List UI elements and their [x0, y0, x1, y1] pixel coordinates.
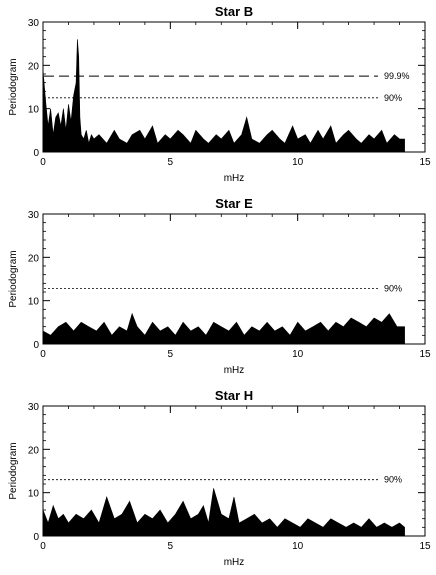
- plot-frame: [42, 21, 426, 153]
- y-tick-label: 20: [28, 253, 40, 264]
- chart-title: Star H: [215, 388, 253, 403]
- x-axis-label: mHz: [224, 557, 245, 568]
- periodogram-area: [42, 312, 405, 345]
- periodogram-area: [42, 488, 405, 537]
- plot-frame: [42, 213, 426, 345]
- significance-label-0: 99.9%: [384, 71, 410, 81]
- x-tick-label: 15: [419, 157, 431, 168]
- x-tick-label: 15: [419, 541, 431, 552]
- y-tick-label: 0: [33, 532, 39, 543]
- y-tick-label: 10: [28, 105, 40, 116]
- x-tick-label: 0: [40, 157, 46, 168]
- y-axis-label: Periodogram: [8, 442, 19, 499]
- significance-label-0: 90%: [384, 284, 402, 294]
- x-tick-label: 10: [292, 349, 304, 360]
- y-axis-label: Periodogram: [8, 58, 19, 115]
- significance-label-1: 90%: [384, 93, 402, 103]
- x-tick-label: 10: [292, 541, 304, 552]
- plot-frame: [42, 405, 426, 537]
- x-tick-label: 10: [292, 157, 304, 168]
- y-tick-label: 10: [28, 489, 40, 500]
- x-axis-label: mHz: [224, 173, 245, 184]
- chart-panel-0: Star B 99.9% 90% 0 5 10 15 0 10 20 30 mHz Periodogra…: [8, 4, 431, 184]
- x-tick-label: 5: [168, 541, 174, 552]
- x-tick-label: 0: [40, 349, 46, 360]
- y-tick-label: 0: [33, 148, 39, 159]
- y-tick-label: 20: [28, 445, 40, 456]
- chart-panel-2: Star H 90% 0 5 10 15 0 10 20 30 mHz Periodogram: [8, 388, 431, 568]
- y-tick-label: 30: [28, 18, 40, 29]
- y-tick-label: 20: [28, 61, 40, 72]
- y-tick-label: 30: [28, 210, 40, 221]
- x-tick-label: 5: [168, 157, 174, 168]
- y-axis-label: Periodogram: [8, 250, 19, 307]
- x-tick-label: 0: [40, 541, 46, 552]
- chart-title: Star B: [215, 4, 253, 19]
- x-tick-label: 5: [168, 349, 174, 360]
- periodogram-area: [42, 39, 405, 153]
- y-tick-label: 10: [28, 297, 40, 308]
- significance-label-0: 90%: [384, 475, 402, 485]
- x-tick-label: 15: [419, 349, 431, 360]
- chart-title: Star E: [215, 196, 253, 211]
- y-tick-label: 0: [33, 340, 39, 351]
- x-axis-label: mHz: [224, 365, 245, 376]
- chart-panel-1: Star E 90% 0 5 10 15 0 10 20 30 mHz Periodogram: [8, 196, 431, 376]
- y-tick-label: 30: [28, 402, 40, 413]
